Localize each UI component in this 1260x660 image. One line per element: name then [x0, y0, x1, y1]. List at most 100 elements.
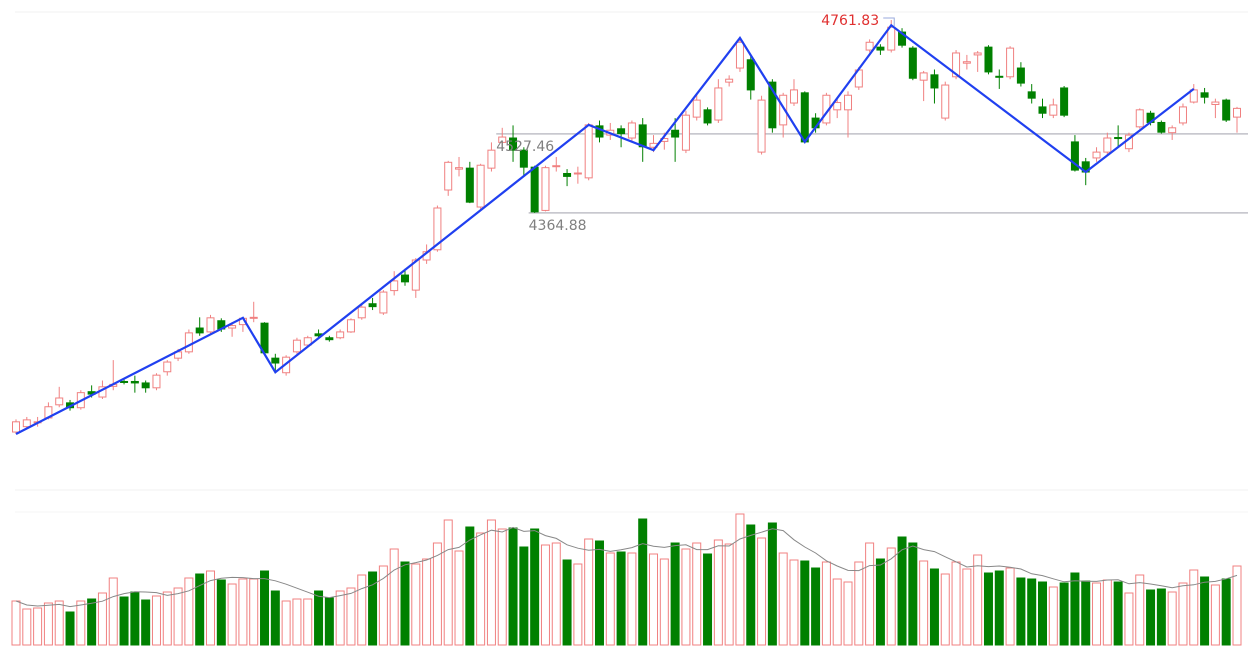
candle-up: [346, 318, 355, 333]
candle-body: [249, 316, 258, 319]
volume-bar: [303, 598, 313, 646]
candle-up: [757, 95, 766, 155]
volume-bar: [141, 599, 151, 646]
candle-up: [152, 373, 161, 391]
candle-body: [228, 325, 237, 329]
volume-bar: [238, 578, 248, 646]
candle-up: [455, 156, 464, 177]
candle-up: [1178, 103, 1187, 126]
candle-down: [638, 118, 647, 162]
candle-up: [952, 50, 961, 80]
candle-down: [1027, 84, 1036, 104]
volume-bar: [227, 583, 237, 646]
volume-bar: [1178, 582, 1188, 646]
candle-up: [357, 305, 366, 320]
volume-bar: [886, 547, 896, 646]
level-lines: [496, 133, 1248, 214]
candle-body: [206, 317, 215, 333]
volume-bar: [454, 550, 464, 646]
candle-body: [444, 161, 453, 191]
volume-bar: [486, 519, 496, 646]
volume-bar: [670, 542, 680, 646]
candle-down: [876, 44, 885, 55]
candle-body: [876, 46, 885, 51]
candle-body: [400, 274, 409, 283]
candle-body: [984, 46, 993, 73]
volume-bar: [519, 546, 529, 646]
candle-down: [1016, 62, 1025, 87]
candle-body: [844, 94, 853, 111]
volume-bar: [854, 561, 864, 646]
candle-body: [55, 397, 64, 406]
candle-up: [55, 386, 64, 408]
candle-body: [681, 114, 690, 151]
volume-bar: [1081, 580, 1091, 646]
candle-body: [12, 421, 20, 433]
candle-up: [1233, 106, 1241, 133]
candle-body: [292, 339, 301, 353]
candle-body: [498, 136, 507, 143]
volume-bar: [1113, 581, 1123, 646]
volume-bar: [346, 587, 356, 646]
candle-body: [725, 78, 734, 83]
candle-down: [1200, 87, 1209, 104]
candle-body: [865, 41, 874, 51]
candle-down: [768, 79, 777, 133]
volume-bar: [1102, 579, 1112, 646]
volume-bar: [962, 568, 972, 646]
candle-body: [487, 149, 496, 169]
candle-up: [714, 79, 723, 123]
candle-body: [735, 41, 744, 69]
volume-bar: [584, 538, 594, 646]
candle-down: [703, 107, 712, 126]
candle-body: [1070, 141, 1079, 171]
candle-body: [584, 124, 593, 179]
volume-bar: [735, 513, 745, 646]
candle-down: [368, 297, 377, 311]
volume-bar: [249, 578, 259, 646]
volume-bar: [368, 571, 378, 646]
volume-bar: [757, 537, 767, 646]
candle-body: [141, 382, 150, 389]
candle-down: [1060, 86, 1069, 118]
volume-bar: [173, 587, 183, 646]
candle-body: [184, 332, 193, 353]
candle-up: [584, 122, 593, 181]
candle-body: [627, 122, 636, 139]
candle-body: [1060, 87, 1069, 116]
candle-body: [1038, 106, 1047, 114]
candle-body: [530, 166, 539, 213]
volume-bar: [540, 544, 550, 646]
candle-down: [984, 45, 993, 75]
candle-body: [552, 165, 561, 168]
candle-body: [130, 380, 139, 384]
candle-body: [390, 280, 399, 292]
candle-up: [1006, 46, 1015, 80]
candle-up: [336, 329, 345, 340]
volume-bar: [551, 542, 561, 646]
candle-body: [1222, 99, 1231, 121]
candle-body: [941, 84, 950, 119]
candle-body: [952, 52, 961, 78]
volume-bars: [11, 513, 1242, 646]
candle-body: [357, 306, 366, 319]
candle-down: [1070, 135, 1079, 172]
candle-down: [130, 375, 139, 393]
candle-body: [692, 99, 701, 118]
candle-body: [1178, 106, 1187, 124]
volume-bar: [1135, 574, 1145, 646]
candle-up: [573, 166, 582, 184]
volume-bar: [713, 539, 723, 646]
volume-bar: [929, 568, 939, 646]
volume-bar: [11, 600, 21, 646]
candle-up: [1049, 98, 1058, 119]
volume-bar: [1016, 577, 1026, 646]
volume-bar: [1048, 586, 1058, 646]
candle-down: [671, 118, 680, 162]
volume-bar: [151, 595, 161, 646]
volume-bar: [270, 590, 280, 646]
high-pointer-line: [883, 17, 895, 27]
volume-bar: [260, 570, 270, 646]
candle-body: [1006, 47, 1015, 78]
